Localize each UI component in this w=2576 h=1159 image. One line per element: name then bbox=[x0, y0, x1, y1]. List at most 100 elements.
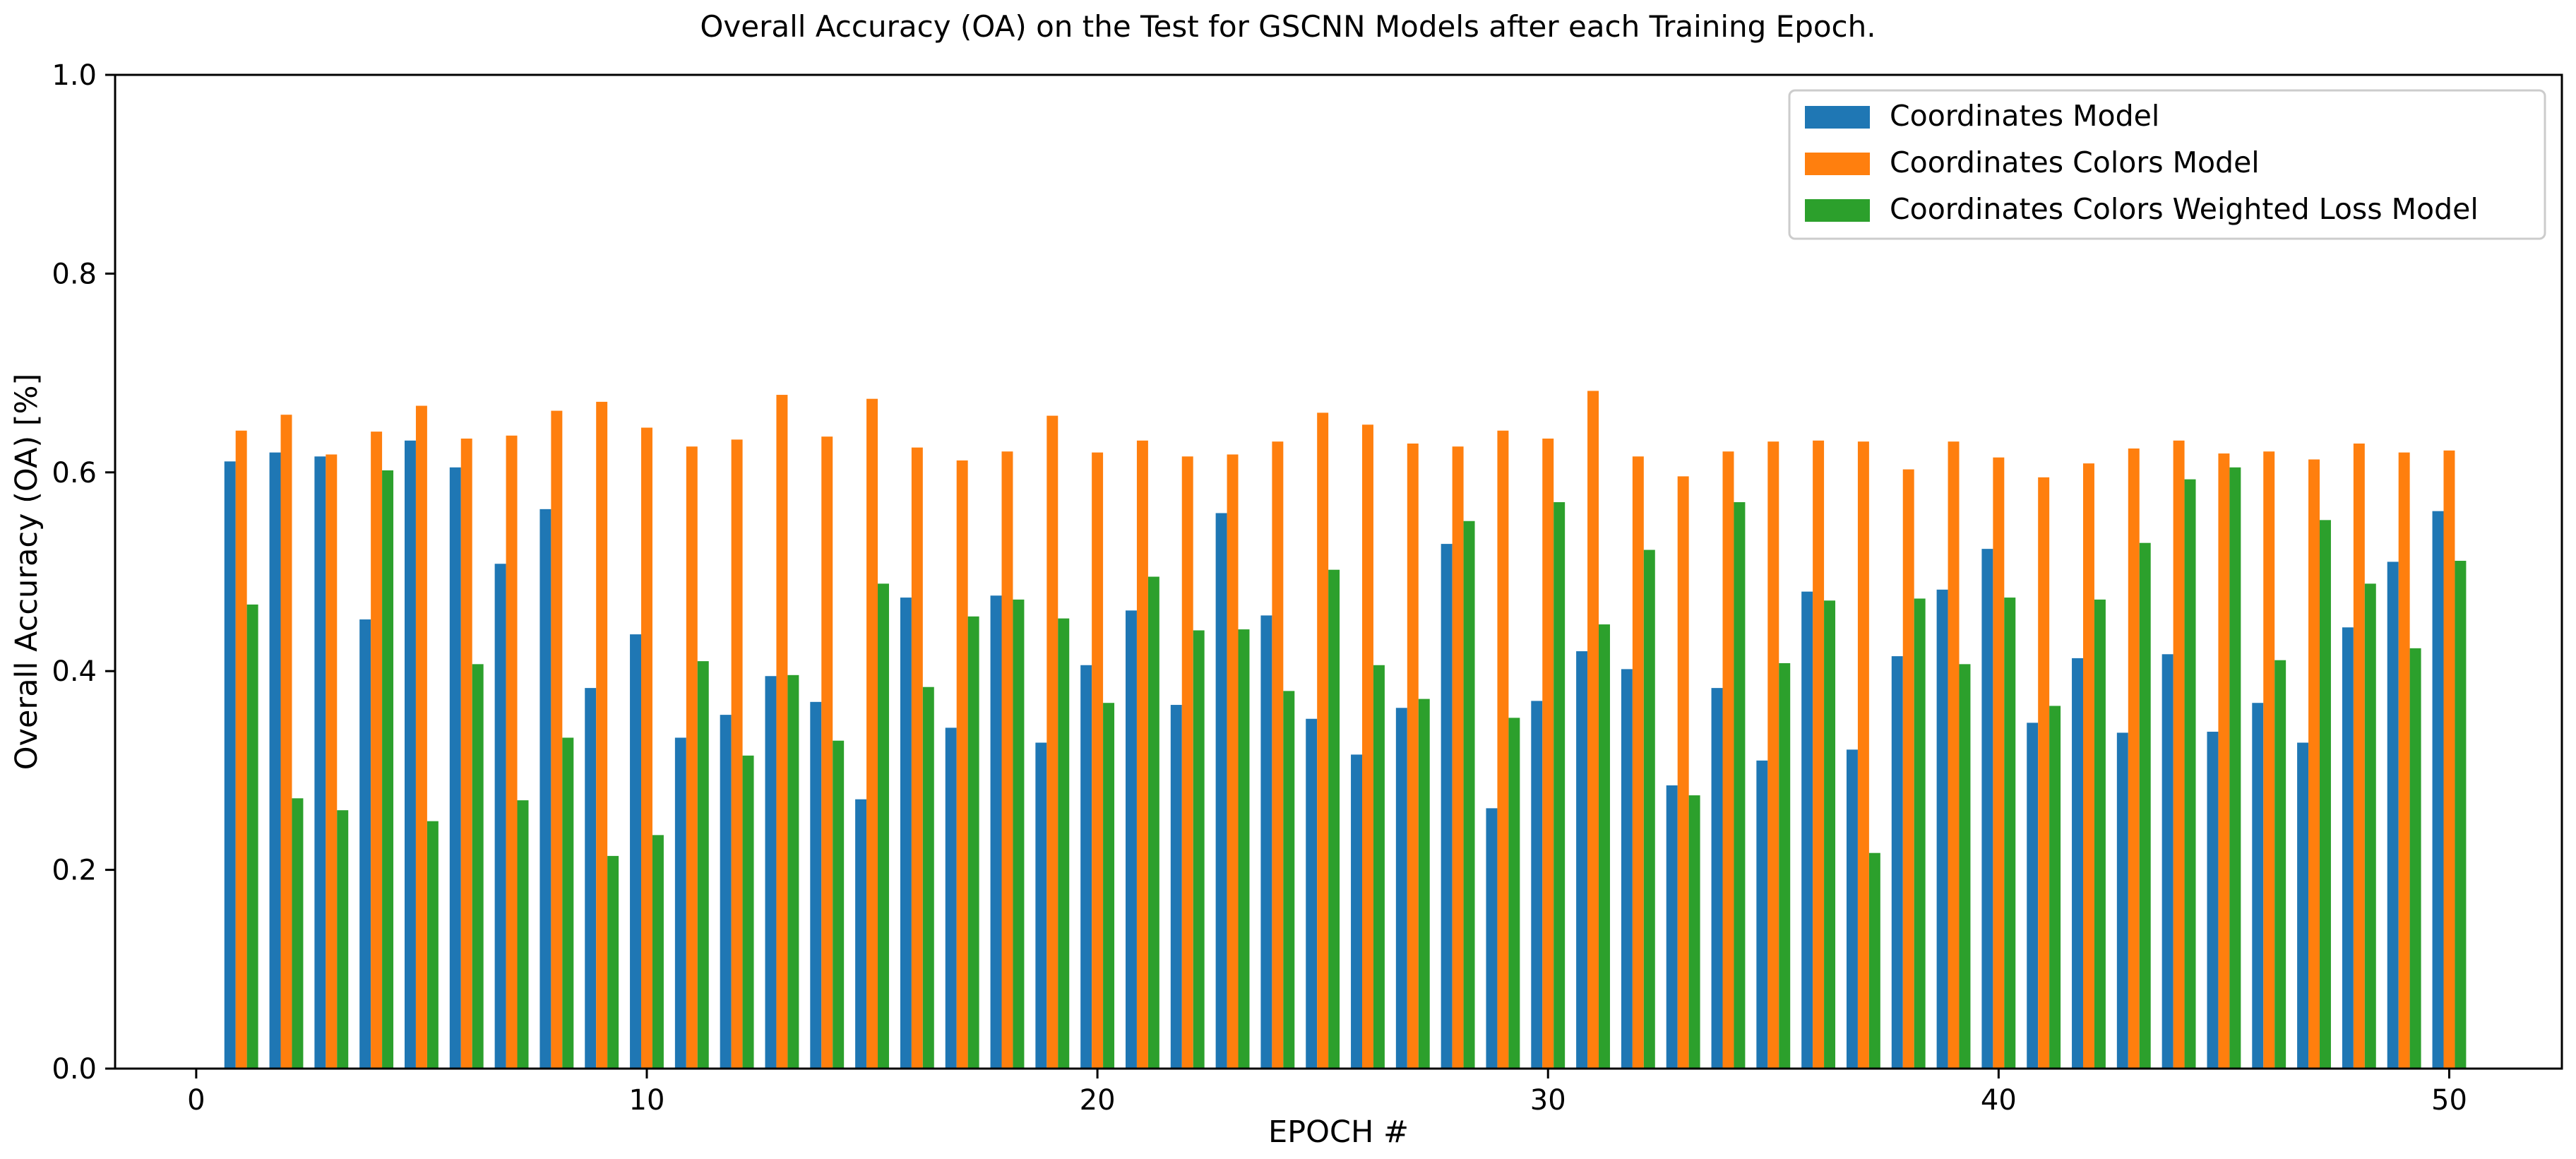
y-tick-label: 0.0 bbox=[52, 1053, 97, 1086]
bar-series-3-epoch-24 bbox=[1283, 691, 1295, 1069]
y-tick-label: 0.8 bbox=[52, 258, 97, 290]
bar-series-2-epoch-37 bbox=[1857, 441, 1869, 1069]
bar-series-1-epoch-21 bbox=[1125, 610, 1137, 1069]
bar-series-3-epoch-16 bbox=[922, 687, 934, 1069]
bar-series-1-epoch-27 bbox=[1395, 708, 1407, 1069]
x-axis-title: EPOCH # bbox=[1268, 1115, 1409, 1150]
bar-series-1-epoch-40 bbox=[1981, 549, 1993, 1069]
bar-series-2-epoch-23 bbox=[1227, 454, 1239, 1069]
bar-series-3-epoch-28 bbox=[1463, 521, 1475, 1069]
bar-series-3-epoch-11 bbox=[697, 661, 709, 1069]
bar-series-2-epoch-14 bbox=[821, 436, 833, 1069]
bar-series-2-epoch-49 bbox=[2398, 452, 2410, 1069]
y-tick-label: 1.0 bbox=[52, 59, 97, 92]
bar-series-1-epoch-29 bbox=[1486, 808, 1498, 1069]
bar-series-3-epoch-3 bbox=[337, 810, 349, 1069]
bar-series-1-epoch-10 bbox=[630, 634, 641, 1069]
bar-series-2-epoch-44 bbox=[2173, 440, 2185, 1069]
bar-series-1-epoch-25 bbox=[1306, 718, 1318, 1069]
legend-swatch-1 bbox=[1805, 106, 1870, 129]
bar-series-3-epoch-9 bbox=[607, 855, 619, 1069]
bar-series-1-epoch-46 bbox=[2252, 703, 2264, 1069]
bar-series-1-epoch-49 bbox=[2387, 561, 2399, 1069]
x-tick-label: 40 bbox=[1981, 1084, 2017, 1117]
bar-series-2-epoch-7 bbox=[506, 435, 518, 1069]
bar-series-1-epoch-48 bbox=[2342, 627, 2354, 1069]
bar-series-3-epoch-2 bbox=[292, 798, 304, 1069]
bar-series-2-epoch-19 bbox=[1046, 415, 1059, 1069]
bar-series-3-epoch-37 bbox=[1868, 852, 1880, 1069]
y-tick-label: 0.6 bbox=[52, 457, 97, 489]
bar-series-3-epoch-36 bbox=[1824, 600, 1836, 1069]
legend-swatch-3 bbox=[1805, 199, 1870, 222]
bar-series-2-epoch-11 bbox=[686, 446, 698, 1069]
bar-series-3-epoch-10 bbox=[652, 835, 664, 1069]
bar-series-2-epoch-24 bbox=[1272, 441, 1284, 1069]
bar-series-2-epoch-27 bbox=[1407, 444, 1419, 1069]
bar-series-1-epoch-4 bbox=[359, 619, 371, 1069]
bar-series-1-epoch-15 bbox=[855, 799, 867, 1069]
x-tick-label: 50 bbox=[2431, 1084, 2467, 1117]
legend-swatch-2 bbox=[1805, 153, 1870, 175]
x-tick-label: 10 bbox=[629, 1084, 665, 1117]
bar-series-1-epoch-12 bbox=[720, 715, 732, 1069]
bar-series-1-epoch-41 bbox=[2027, 723, 2039, 1069]
bar-series-1-epoch-30 bbox=[1531, 701, 1543, 1069]
bar-series-1-epoch-39 bbox=[1936, 589, 1948, 1069]
bar-series-2-epoch-3 bbox=[326, 454, 338, 1069]
bar-series-2-epoch-29 bbox=[1497, 430, 1509, 1069]
bar-series-3-epoch-31 bbox=[1599, 624, 1610, 1069]
bar-series-2-epoch-17 bbox=[956, 460, 968, 1069]
bar-series-1-epoch-33 bbox=[1666, 785, 1678, 1069]
bar-series-2-epoch-9 bbox=[596, 401, 608, 1069]
bar-series-2-epoch-13 bbox=[776, 395, 788, 1069]
bar-series-2-epoch-28 bbox=[1452, 446, 1464, 1069]
bar-series-1-epoch-38 bbox=[1891, 656, 1903, 1069]
bar-series-2-epoch-36 bbox=[1813, 440, 1825, 1069]
bar-series-1-epoch-37 bbox=[1846, 749, 1858, 1069]
bar-series-3-epoch-49 bbox=[2409, 648, 2421, 1069]
bar-series-3-epoch-22 bbox=[1193, 630, 1205, 1069]
bar-series-1-epoch-36 bbox=[1801, 591, 1813, 1069]
legend-label-1: Coordinates Model bbox=[1890, 99, 2159, 133]
bar-series-2-epoch-38 bbox=[1902, 469, 1914, 1069]
bar-series-2-epoch-35 bbox=[1767, 441, 1779, 1069]
bar-series-3-epoch-40 bbox=[2004, 598, 2016, 1069]
y-axis-title: Overall Accuracy (OA) [%] bbox=[9, 374, 44, 770]
bar-series-1-epoch-31 bbox=[1576, 651, 1588, 1069]
bar-series-2-epoch-45 bbox=[2218, 453, 2230, 1069]
bar-series-2-epoch-5 bbox=[415, 405, 427, 1069]
bar-series-3-epoch-27 bbox=[1418, 699, 1430, 1069]
bar-series-2-epoch-20 bbox=[1092, 452, 1104, 1069]
bar-series-3-epoch-45 bbox=[2229, 467, 2241, 1069]
bar-series-3-epoch-26 bbox=[1373, 665, 1385, 1069]
bar-series-1-epoch-7 bbox=[494, 564, 506, 1069]
bar-series-2-epoch-50 bbox=[2443, 450, 2455, 1069]
bar-series-1-epoch-42 bbox=[2072, 658, 2083, 1069]
bar-series-3-epoch-20 bbox=[1103, 703, 1115, 1069]
bar-series-2-epoch-43 bbox=[2128, 448, 2140, 1069]
bar-series-3-epoch-50 bbox=[2455, 561, 2467, 1069]
bar-series-2-epoch-12 bbox=[731, 439, 743, 1069]
bar-series-3-epoch-38 bbox=[1914, 598, 1926, 1069]
bar-series-2-epoch-48 bbox=[2353, 444, 2365, 1069]
x-tick-label: 0 bbox=[187, 1084, 205, 1117]
bar-series-2-epoch-40 bbox=[1993, 457, 2005, 1069]
bar-series-2-epoch-22 bbox=[1181, 456, 1193, 1069]
bar-series-1-epoch-20 bbox=[1080, 665, 1092, 1069]
bar-series-1-epoch-11 bbox=[674, 737, 686, 1069]
bar-series-1-epoch-32 bbox=[1621, 669, 1633, 1069]
bar-series-3-epoch-12 bbox=[742, 755, 754, 1069]
bar-series-1-epoch-34 bbox=[1711, 688, 1723, 1069]
bar-series-1-epoch-43 bbox=[2116, 732, 2128, 1069]
bar-series-2-epoch-26 bbox=[1362, 424, 1373, 1069]
bar-series-3-epoch-34 bbox=[1734, 502, 1746, 1069]
bar-series-3-epoch-17 bbox=[967, 616, 979, 1069]
bar-series-2-epoch-32 bbox=[1632, 456, 1644, 1069]
x-tick-label: 20 bbox=[1080, 1084, 1116, 1117]
bar-series-1-epoch-24 bbox=[1260, 615, 1272, 1069]
bar-series-1-epoch-16 bbox=[900, 598, 912, 1069]
bar-series-3-epoch-21 bbox=[1147, 576, 1159, 1069]
bar-series-3-epoch-15 bbox=[878, 583, 889, 1069]
bar-series-3-epoch-43 bbox=[2139, 542, 2151, 1069]
